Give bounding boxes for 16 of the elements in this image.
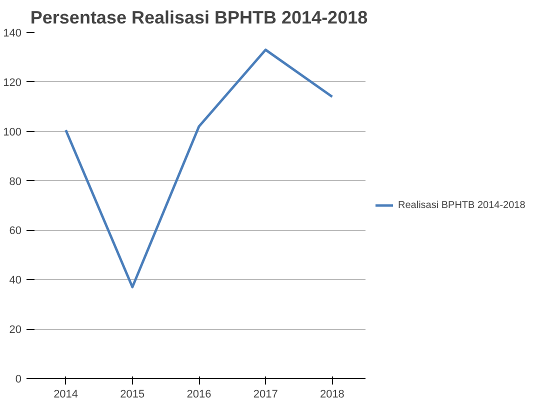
chart-title: Persentase Realisasi BPHTB 2014-2018 [30,8,368,28]
legend-label: Realisasi BPHTB 2014-2018 [398,200,526,210]
x-tick-label: 2016 [186,388,212,400]
y-tick-label: 0 [15,374,22,386]
y-tick-label: 20 [9,324,22,336]
y-tick-label: 80 [9,176,22,188]
x-tick-label: 2014 [54,388,78,400]
y-tick-label: 100 [3,126,22,138]
line-series [64,48,334,288]
y-tick-label: 140 [3,28,22,40]
y-tick-label: 40 [9,274,22,287]
x-tick-label: 2015 [120,388,145,400]
y-tick-label: 60 [9,225,22,238]
x-tick-label: 2018 [320,388,344,400]
y-tick-label: 120 [3,76,22,89]
x-tick-label: 2017 [253,388,278,400]
